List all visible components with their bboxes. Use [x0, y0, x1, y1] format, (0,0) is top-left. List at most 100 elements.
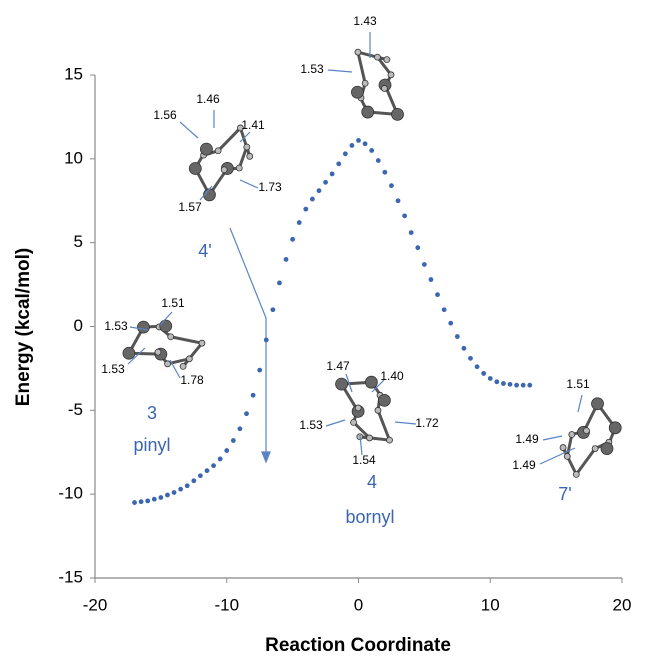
atom — [214, 147, 222, 155]
bond-label: 1.41 — [241, 118, 265, 132]
atom — [591, 445, 599, 452]
bond — [217, 126, 242, 152]
atom — [243, 143, 251, 151]
y-tick-label: -10 — [58, 484, 83, 503]
bond — [575, 447, 597, 476]
point — [402, 213, 408, 219]
x-tick-label: 0 — [354, 595, 363, 614]
atom — [374, 53, 381, 61]
annotation: 3 — [147, 403, 157, 423]
point — [138, 499, 144, 505]
bond-label: 1.53 — [299, 418, 323, 432]
atom — [387, 71, 395, 79]
bond — [237, 146, 249, 169]
atom — [366, 434, 373, 442]
atom — [122, 346, 136, 360]
bond-label: 1.54 — [352, 453, 376, 467]
bond-label: 1.56 — [153, 108, 177, 122]
y-tick-label: 0 — [74, 316, 83, 335]
point — [296, 220, 302, 225]
point — [389, 183, 394, 189]
atom — [237, 124, 244, 132]
point — [395, 198, 401, 204]
point — [230, 438, 236, 443]
atom — [608, 421, 622, 435]
point — [316, 188, 322, 194]
atom — [137, 320, 150, 334]
point — [356, 137, 361, 143]
bond-label: 1.51 — [161, 296, 185, 310]
bond-label: 1.40 — [380, 369, 404, 383]
bond-label: 1.43 — [353, 14, 377, 28]
bond-label: 1.57 — [178, 200, 202, 214]
x-tick-label: 10 — [481, 595, 500, 614]
point — [309, 196, 315, 202]
point — [421, 262, 427, 267]
point — [290, 236, 296, 242]
point — [270, 307, 276, 313]
bond-label: 1.49 — [512, 458, 536, 472]
atom — [351, 85, 364, 99]
point — [474, 364, 480, 370]
atom — [364, 375, 378, 389]
x-tick-label: 20 — [613, 595, 632, 614]
atom — [188, 162, 202, 175]
atom — [167, 333, 175, 341]
atom — [563, 452, 571, 460]
y-axis-title: Energy (kcal/mol) — [13, 248, 34, 406]
bond — [376, 409, 391, 441]
point — [494, 379, 500, 385]
annotation-arrows — [127, 32, 583, 465]
annotation: 7' — [558, 484, 571, 504]
atom — [583, 427, 590, 435]
annotation: 4 — [367, 472, 377, 492]
point — [487, 376, 493, 381]
bond — [352, 421, 371, 440]
atom — [179, 362, 187, 370]
point — [454, 334, 460, 339]
atom — [185, 355, 193, 363]
point — [520, 382, 526, 388]
atom — [159, 319, 173, 333]
bond — [170, 335, 203, 345]
x-tick-label: -20 — [83, 595, 108, 614]
bond-label: 1.53 — [104, 319, 128, 333]
annotation: pinyl — [133, 435, 170, 455]
point — [362, 141, 368, 147]
point — [198, 473, 203, 479]
point — [461, 345, 467, 351]
atom — [203, 188, 216, 202]
point — [323, 179, 328, 185]
atom — [391, 107, 404, 121]
molecules — [122, 48, 622, 478]
bond-label: 1.53 — [300, 62, 324, 76]
point — [277, 280, 282, 286]
atom — [220, 166, 228, 174]
atom — [354, 404, 362, 412]
point — [468, 355, 473, 361]
point — [158, 495, 164, 500]
point — [145, 498, 151, 504]
point — [303, 206, 309, 212]
y-tick-label: -15 — [58, 567, 83, 586]
point — [382, 169, 388, 175]
point — [408, 230, 414, 236]
bond-label: 1.73 — [258, 180, 282, 194]
point — [217, 456, 223, 462]
point — [349, 143, 355, 148]
annotation: 4' — [198, 241, 211, 261]
atom — [572, 470, 580, 478]
point — [204, 468, 210, 474]
atom — [246, 152, 254, 160]
bond-label: 1.46 — [196, 92, 220, 106]
atom — [335, 377, 348, 391]
atom — [200, 142, 213, 156]
point — [507, 381, 513, 387]
point — [171, 490, 177, 495]
x-tick-label: -10 — [214, 595, 239, 614]
atom — [600, 442, 614, 455]
point — [211, 463, 216, 469]
y-tick-label: 15 — [64, 64, 83, 83]
point — [514, 382, 519, 388]
atom — [383, 56, 391, 64]
